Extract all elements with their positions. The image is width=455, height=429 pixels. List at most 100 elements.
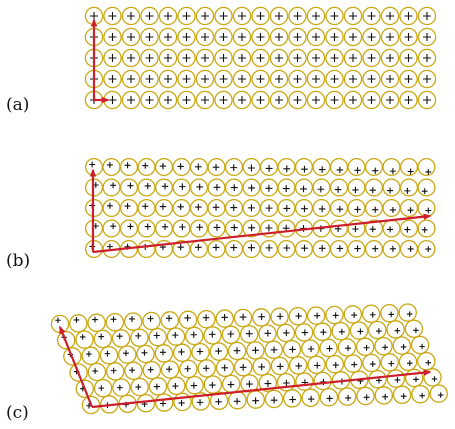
plus-marker (275, 96, 283, 104)
lattice-site (398, 303, 417, 322)
lattice-site (154, 219, 174, 238)
plus-marker (219, 54, 228, 62)
lattice-site (347, 219, 366, 238)
plus-marker (196, 399, 204, 406)
plus-marker (172, 383, 179, 390)
lattice-site (349, 321, 369, 340)
site-circle (288, 27, 307, 47)
lattice-site (380, 353, 399, 372)
lattice-site (288, 48, 307, 68)
lattice-site (87, 313, 106, 333)
site-circle (269, 27, 289, 47)
plus-marker (407, 360, 413, 366)
site-circle (329, 219, 349, 238)
plus-marker (230, 224, 238, 232)
lattice-site (364, 157, 384, 177)
site-circle (368, 320, 387, 340)
plus-marker (215, 347, 222, 355)
lattice-site (380, 90, 400, 110)
site-circle (325, 90, 344, 110)
lattice-site (347, 198, 366, 218)
site-circle (329, 178, 349, 197)
site-circle (232, 6, 252, 26)
plus-marker (283, 379, 290, 387)
site-circle (417, 69, 437, 89)
lattice-site (343, 305, 363, 324)
plus-marker (367, 75, 376, 83)
site-circle (103, 48, 122, 68)
site-circle (195, 69, 215, 89)
plus-marker (352, 186, 359, 194)
plus-marker (419, 343, 425, 350)
lattice-site (277, 198, 296, 218)
plus-marker (201, 12, 209, 20)
plus-marker (196, 348, 204, 355)
lattice-site (399, 27, 418, 47)
plus-marker (276, 313, 284, 320)
plus-marker (425, 360, 431, 366)
plus-marker (423, 96, 431, 104)
lattice-site (312, 157, 331, 177)
lattice-site (277, 157, 296, 177)
site-circle (177, 48, 196, 68)
site-circle (343, 90, 363, 110)
site-circle (172, 343, 192, 363)
plus-marker (245, 330, 253, 338)
site-circle (195, 6, 215, 26)
site-circle (214, 90, 233, 110)
plus-marker (295, 312, 302, 320)
lattice-site (301, 388, 320, 408)
lattice-site (380, 6, 400, 26)
plus-marker (127, 75, 135, 83)
lattice-site (251, 69, 270, 89)
site-circle (277, 157, 296, 177)
lattice-site (103, 27, 122, 47)
site-circle (411, 384, 430, 404)
site-circle (269, 48, 289, 68)
site-circle (417, 157, 436, 177)
lattice-site (221, 325, 241, 345)
lattice-site (288, 306, 308, 326)
site-circle (288, 69, 307, 89)
lattice-site (347, 178, 366, 197)
lattice-site (177, 69, 196, 89)
site-circle (242, 178, 261, 197)
plus-marker (233, 397, 241, 405)
plus-marker (135, 384, 142, 391)
lattice-site (154, 157, 174, 177)
site-circle (343, 48, 363, 68)
plus-marker (372, 245, 379, 252)
site-circle (242, 198, 261, 218)
site-circle (312, 157, 331, 177)
lattice-site (251, 48, 270, 68)
plus-marker (147, 315, 154, 322)
site-circle (374, 386, 394, 405)
lattice-site (121, 90, 141, 110)
plus-marker (423, 33, 431, 41)
lattice-site (130, 377, 149, 397)
lattice-site (111, 329, 131, 348)
site-circle (276, 323, 296, 343)
lattice-site (301, 339, 320, 358)
lattice-site (288, 27, 307, 47)
site-circle (277, 198, 296, 218)
site-circle (224, 198, 244, 218)
site-circle (380, 6, 400, 26)
plus-marker (349, 33, 357, 41)
lattice-site (189, 239, 209, 259)
site-circle (69, 363, 88, 382)
plus-marker (219, 96, 228, 104)
plus-marker (389, 206, 396, 213)
plus-marker (124, 162, 131, 169)
site-circle (347, 239, 366, 259)
site-circle (259, 219, 279, 238)
panel-c: (c) (6, 303, 448, 423)
plus-marker (184, 314, 191, 322)
site-circle (399, 178, 419, 197)
plus-marker (182, 75, 191, 83)
plus-marker (386, 54, 394, 62)
site-circle (224, 178, 244, 197)
site-circle (404, 319, 424, 339)
plus-marker (404, 12, 413, 20)
plus-marker (145, 33, 154, 41)
